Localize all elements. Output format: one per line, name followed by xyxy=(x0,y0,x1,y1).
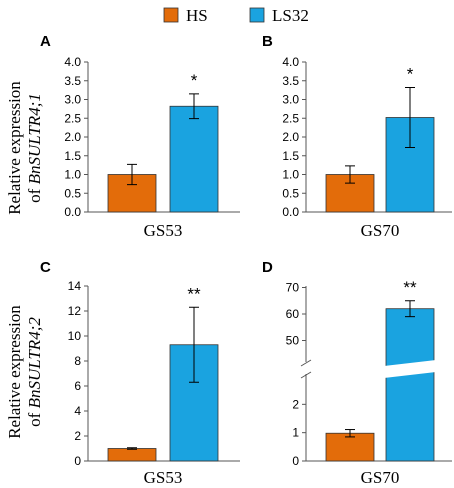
legend: HS LS32 xyxy=(163,6,309,25)
significance-marker: ** xyxy=(187,284,201,303)
significance-marker: ** xyxy=(403,278,417,297)
y-tick-label: 70 xyxy=(286,281,300,295)
legend-swatch-ls32 xyxy=(249,7,265,23)
panel-letter: A xyxy=(40,33,51,50)
y-tick-label: 1.0 xyxy=(282,168,299,182)
y-tick-label: 2 xyxy=(292,397,299,411)
significance-marker: * xyxy=(191,71,198,90)
y-tick-label: 2 xyxy=(74,429,81,443)
y-tick-label: 0 xyxy=(74,454,81,468)
significance-marker: * xyxy=(407,65,414,84)
y-tick-label: 1.5 xyxy=(64,149,81,163)
panel-d: D 50 60 70 0 1 2 ** GS70 xyxy=(262,259,452,487)
y-tick-label: 0.0 xyxy=(64,205,81,219)
panel-letter: B xyxy=(262,33,273,50)
legend-label-hs: HS xyxy=(186,6,208,25)
y-tick-label: 2.5 xyxy=(282,111,299,125)
y-tick-label: 60 xyxy=(286,307,300,321)
panel-letter: C xyxy=(40,259,51,276)
axis-break-mark xyxy=(300,359,312,367)
panel-a: A 0.0 0.5 1.0 1.5 2.0 2.5 3.0 3.5 4.0 * GS53 xyxy=(40,33,240,240)
y-tick-label: 3.0 xyxy=(64,93,81,107)
y-tick-label: 0.5 xyxy=(64,186,81,200)
y-tick-label: 1.0 xyxy=(64,168,81,182)
y-tick-label: 0.0 xyxy=(282,205,299,219)
bar-break-gap xyxy=(384,360,436,378)
panel-c: C 0 2 4 6 8 10 12 14 ** GS53 xyxy=(40,259,240,487)
legend-swatch-hs xyxy=(163,7,179,23)
panel-letter: D xyxy=(262,259,273,276)
row2-ylabel-line2: of BnSULTR4;2 xyxy=(25,317,44,427)
y-tick-label: 2.0 xyxy=(64,130,81,144)
panel-b: B 0.0 0.5 1.0 1.5 2.0 2.5 3.0 3.5 4.0 * GS70 xyxy=(262,33,452,240)
x-category-label: GS53 xyxy=(144,468,183,487)
x-category-label: GS70 xyxy=(361,221,400,240)
y-tick-label: 12 xyxy=(68,304,82,318)
y-tick-label: 14 xyxy=(68,279,82,293)
bar-hs xyxy=(325,432,375,462)
y-tick-label: 3.5 xyxy=(64,74,81,88)
y-tick-label: 2.0 xyxy=(282,130,299,144)
y-tick-label: 4 xyxy=(74,404,81,418)
y-tick-label: 2.5 xyxy=(64,111,81,125)
axis-break-mark xyxy=(300,371,312,379)
y-tick-label: 4.0 xyxy=(282,55,299,69)
y-tick-label: 3.5 xyxy=(282,74,299,88)
bar-hs xyxy=(107,448,157,462)
y-tick-label: 3.0 xyxy=(282,93,299,107)
y-tick-label: 1 xyxy=(292,426,299,440)
row1-ylabel-line1: Relative expression xyxy=(5,81,24,215)
y-tick-label: 0 xyxy=(292,454,299,468)
bar-ls32 xyxy=(385,308,435,462)
y-tick-label: 50 xyxy=(286,334,300,348)
y-tick-label: 8 xyxy=(74,354,81,368)
bar-ls32 xyxy=(169,105,219,213)
y-tick-label: 4.0 xyxy=(64,55,81,69)
row1-ylabel-line2: of BnSULTR4;1 xyxy=(25,93,44,203)
legend-label-ls32: LS32 xyxy=(272,6,309,25)
x-category-label: GS70 xyxy=(361,468,400,487)
y-tick-label: 6 xyxy=(74,379,81,393)
y-tick-label: 10 xyxy=(68,329,82,343)
row2-ylabel-line1: Relative expression xyxy=(5,305,24,439)
y-tick-label: 1.5 xyxy=(282,149,299,163)
x-category-label: GS53 xyxy=(144,221,183,240)
y-tick-label: 0.5 xyxy=(282,186,299,200)
